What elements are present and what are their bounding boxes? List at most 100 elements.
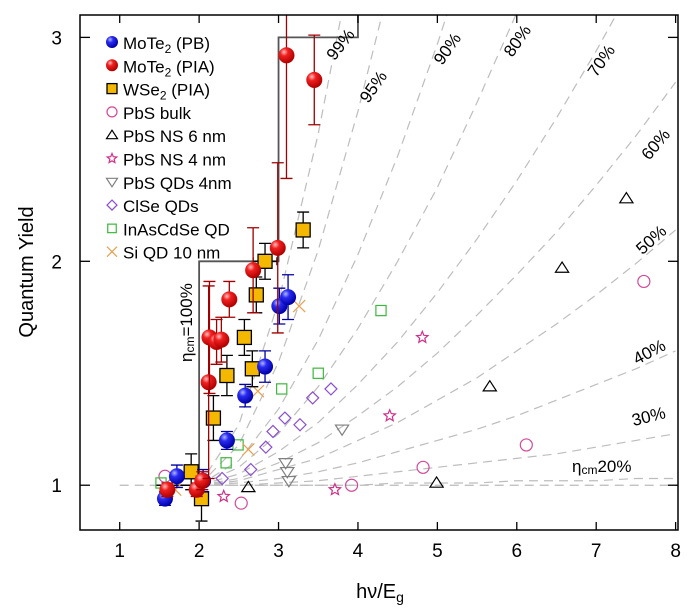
x-marker [106, 246, 118, 258]
data-point [292, 299, 306, 313]
data-point [382, 408, 397, 422]
ball-marker [194, 472, 211, 489]
legend-suffix: (PIA) [167, 81, 210, 100]
diamond-marker [305, 391, 320, 405]
legend-suffix: (PB) [171, 34, 210, 53]
ball-marker [168, 468, 185, 485]
x-tick-label: 2 [194, 541, 205, 562]
curve-label-20: ηcm20% [572, 457, 632, 477]
y-tick-label: 3 [51, 28, 62, 49]
data-point [312, 367, 324, 379]
y-tick-label: 1 [51, 476, 62, 497]
data-point [428, 475, 445, 488]
data-point [276, 383, 288, 395]
data-point [258, 440, 273, 455]
ball-marker [213, 331, 230, 348]
legend-entry: InAsCdSe QD [123, 220, 230, 239]
data-point [306, 71, 323, 88]
star-marker [105, 151, 119, 164]
curve-labels: 99% 95% 90% 80% 70% 60% 50% 40% 30% ηcm2… [177, 21, 674, 477]
curve-label-30: 30% [630, 403, 668, 430]
data-point [245, 262, 262, 279]
data-point [218, 432, 235, 449]
diamond-marker [258, 440, 273, 455]
legend-entry: PbS NS 4 nm [123, 151, 226, 170]
data-point [234, 496, 248, 510]
data-point [334, 424, 350, 437]
ball-marker [245, 262, 262, 279]
data-point [554, 260, 570, 273]
ball-marker [269, 239, 286, 256]
axis-ticks: 1 2 3 4 5 6 7 8 1 2 3 [51, 15, 681, 562]
efficiency-curve-40 [199, 350, 676, 486]
data-point [244, 361, 260, 377]
curve-label-99: 99% [323, 25, 359, 64]
curve-label-70: 70% [584, 41, 619, 80]
triangle-up-marker [554, 260, 570, 273]
legend-entry: MoTe2 (PIA) [123, 57, 215, 79]
circle-marker [416, 460, 430, 474]
data-point [293, 417, 307, 432]
triangle-down-marker [334, 424, 350, 437]
efficiency-curve-90 [198, 15, 448, 486]
legend-text: PbS NS 4 nm [123, 151, 226, 170]
data-point [240, 480, 257, 493]
data-point [295, 222, 311, 238]
data-point [200, 374, 217, 391]
data-point [278, 411, 292, 425]
circle-marker [637, 274, 651, 289]
circle-marker [519, 438, 533, 452]
data-points [155, 15, 651, 522]
triangle-up-marker [105, 129, 119, 140]
x-tick-label: 4 [353, 541, 364, 562]
legend-sub: 2 [160, 89, 167, 103]
legend-marker [105, 151, 119, 164]
efficiency-curve-70 [198, 15, 617, 486]
triangle-down-marker [105, 177, 119, 188]
data-point [345, 478, 359, 492]
triangle-down-marker [277, 458, 294, 470]
data-point [215, 471, 230, 486]
error-bar-path [280, 15, 293, 180]
legend-marker [106, 36, 118, 48]
star-marker [216, 488, 231, 503]
square-marker [312, 367, 324, 379]
data-point [281, 475, 297, 488]
x-marker [241, 442, 255, 456]
legend-marker [106, 82, 118, 95]
square-marker [220, 457, 232, 469]
diamond-marker [324, 382, 338, 396]
square-marker [375, 304, 387, 317]
data-point [216, 488, 231, 503]
x-axis-label: hν/Eg [356, 581, 404, 605]
data-point [279, 466, 295, 479]
x-tick-label: 8 [670, 541, 681, 562]
y-tick-label: 2 [51, 252, 62, 273]
efficiency-curve-30 [199, 433, 676, 486]
data-point [236, 329, 253, 346]
data-point [416, 460, 430, 474]
data-point [269, 239, 286, 256]
legend-text: InAsCdSe QD [123, 220, 230, 239]
efficiency-curve-80 [198, 15, 517, 486]
ball-marker [221, 291, 238, 308]
triangle-up-marker [240, 480, 257, 493]
legend-entry: PbS QDs 4nm [123, 174, 232, 193]
legend-text: ClSe QDs [123, 197, 199, 216]
legend-entry: PbS bulk [123, 104, 192, 123]
data-point [305, 391, 320, 405]
data-point [257, 253, 273, 269]
data-point [519, 438, 533, 452]
square-marker [219, 367, 235, 384]
legend-suffix: (PIA) [171, 57, 214, 76]
ball-marker [280, 289, 297, 306]
data-point [213, 331, 230, 348]
ball-marker [278, 47, 295, 64]
square-marker [107, 223, 117, 234]
curve-label-100: ηcm=100% [177, 283, 197, 362]
ball-marker [200, 374, 217, 391]
ball-marker [257, 358, 274, 375]
data-point [257, 358, 274, 375]
data-point [237, 387, 254, 404]
ball-marker [159, 481, 176, 498]
